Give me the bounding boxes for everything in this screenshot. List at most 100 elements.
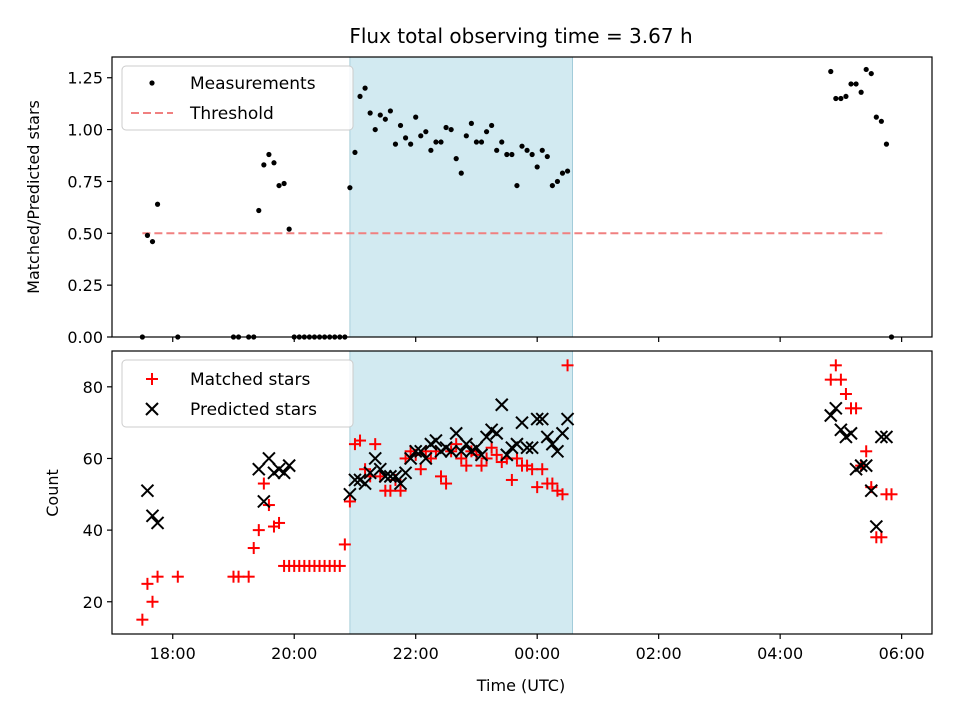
legend-matched-label: Matched stars <box>190 370 310 390</box>
matched-star-point <box>394 484 407 497</box>
predicted-star-point <box>479 430 494 444</box>
measurement-point <box>509 151 515 158</box>
predicted-star-point <box>277 466 291 480</box>
measurement-point <box>271 160 277 166</box>
measurement-point <box>149 238 156 245</box>
predicted-star-point <box>378 469 393 484</box>
predicted-star-point <box>414 444 428 459</box>
measurement-point <box>266 151 272 158</box>
measurement-point <box>863 66 869 73</box>
predicted-star-point <box>459 437 474 451</box>
matched-star-point <box>480 452 493 465</box>
predicted-star-point <box>520 441 534 455</box>
predicted-star-point <box>282 458 296 473</box>
measurement-point <box>352 149 358 156</box>
predicted-star-point <box>383 469 398 484</box>
measurement-point <box>286 226 292 232</box>
matched-star-point <box>834 373 847 386</box>
matched-star-point <box>146 595 159 608</box>
matched-star-point <box>359 463 372 476</box>
legend-threshold-label: Threshold <box>189 104 274 124</box>
matched-star-point <box>561 359 574 372</box>
predicted-star-point <box>555 426 570 441</box>
measurement-point <box>372 126 378 133</box>
measurement-point <box>347 185 353 191</box>
measurement-point <box>402 135 409 141</box>
predicted-star-point <box>444 444 458 459</box>
matched-star-point <box>460 459 473 472</box>
matched-star-point <box>232 570 245 583</box>
matched-star-point <box>369 438 382 451</box>
predicted-star-point <box>150 516 165 530</box>
measurement-point <box>483 129 490 135</box>
predicted-star-point <box>515 415 529 430</box>
predicted-star-point <box>348 473 362 487</box>
measurement-point <box>408 141 414 147</box>
legend-predicted-label: Predicted stars <box>190 400 317 420</box>
measurement-point <box>554 178 561 185</box>
measurement-point <box>529 151 535 158</box>
matched-star-point <box>440 477 453 490</box>
predicted-star-point <box>469 441 484 455</box>
matched-star-point <box>242 570 255 583</box>
measurement-point <box>544 153 550 160</box>
predicted-star-point <box>398 466 413 480</box>
top-y-tick-label: 1.25 <box>67 69 103 88</box>
measurement-point <box>458 170 464 176</box>
matched-star-point <box>475 459 488 472</box>
measurement-point <box>448 126 454 133</box>
matched-star-point <box>435 470 448 483</box>
matched-star-point <box>850 402 863 415</box>
measurement-point <box>367 110 373 116</box>
measurement-point <box>453 156 459 162</box>
measurement-point <box>256 207 262 214</box>
measurement-point <box>858 89 864 95</box>
predicted-star-point <box>454 444 468 459</box>
measurement-point <box>853 81 859 87</box>
measurement-point <box>878 118 884 124</box>
measurement-point <box>519 143 525 149</box>
matched-star-point <box>505 473 518 486</box>
top-y-tick-label: 0.75 <box>67 172 103 191</box>
measurement-point <box>423 129 429 135</box>
top-y-tick-label: 1.00 <box>67 121 103 140</box>
bottom-x-tick-label: 18:00 <box>150 644 196 663</box>
top-legend-box <box>121 65 354 131</box>
bottom-y-tick-label: 80 <box>83 378 103 397</box>
predicted-star-point <box>879 430 894 444</box>
bottom-y-axis-label: Count <box>43 469 62 517</box>
matched-star-point <box>536 463 549 476</box>
matched-star-point <box>247 542 260 555</box>
top-y-tick-label: 0.25 <box>67 276 103 295</box>
predicted-star-point <box>358 476 372 491</box>
matched-star-point <box>546 477 559 490</box>
matched-star-point <box>485 441 498 454</box>
matched-star-point <box>510 452 523 465</box>
top-y-tick-label: 0.00 <box>67 328 103 347</box>
measurement-point <box>433 139 439 145</box>
bottom-x-tick-label: 00:00 <box>514 644 560 663</box>
top-panel: 0.00 0.25 0.50 0.75 1.00 1.25 Matched/Predict… <box>24 56 933 347</box>
predicted-star-point <box>403 451 418 466</box>
legend-matched-marker <box>146 373 158 385</box>
predicted-star-point <box>824 408 838 423</box>
bottom-x-tick-label: 04:00 <box>757 644 803 663</box>
matched-star-point <box>384 484 397 497</box>
bottom-highlight-span <box>349 350 573 635</box>
predicted-star-point <box>829 401 843 416</box>
matched-star-point <box>490 448 503 461</box>
predicted-star-point <box>368 451 382 466</box>
measurement-point <box>413 114 419 120</box>
matched-star-point <box>829 359 842 372</box>
measurement-point <box>478 139 485 145</box>
matched-star-point <box>860 445 873 458</box>
predicted-star-point <box>859 458 873 473</box>
matched-star-point <box>252 524 265 537</box>
matched-star-point <box>262 499 275 512</box>
top-axes-frame <box>111 56 933 338</box>
predicted-star-point <box>140 484 155 498</box>
predicted-star-point <box>489 426 504 441</box>
bottom-panel: 20 40 60 80 18:00 20:00 22:00 00:00 02:00 04:00 0… <box>43 350 933 695</box>
measurement-point <box>428 147 434 153</box>
